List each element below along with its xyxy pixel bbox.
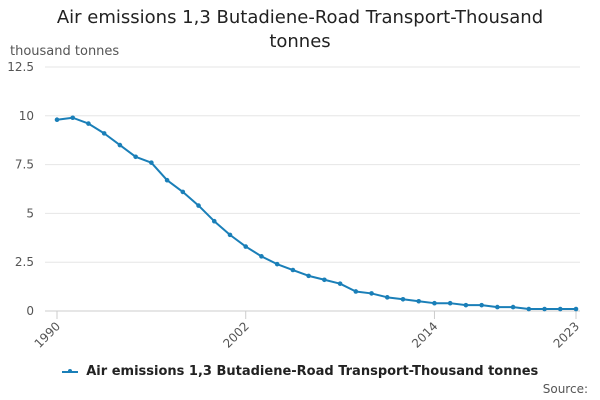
data-point[interactable] xyxy=(54,117,60,123)
x-axis: 1990 2002 2014 2023 xyxy=(32,311,582,351)
data-point[interactable] xyxy=(447,300,453,306)
x-tick-label: 2002 xyxy=(220,319,251,350)
y-tick-label: 10 xyxy=(19,109,34,123)
y-axis-label: thousand tonnes xyxy=(10,44,120,59)
legend[interactable]: Air emissions 1,3 Butadiene-Road Transpo… xyxy=(0,364,600,379)
y-tick-label: 0 xyxy=(26,304,34,318)
series-line xyxy=(56,116,576,311)
y-tick-label: 7.5 xyxy=(15,158,34,172)
data-point[interactable] xyxy=(290,267,296,273)
data-point[interactable] xyxy=(259,254,264,259)
data-point[interactable] xyxy=(353,289,359,294)
data-point[interactable] xyxy=(149,160,154,165)
data-point[interactable] xyxy=(416,298,422,304)
data-point[interactable] xyxy=(495,304,500,310)
data-point[interactable] xyxy=(86,121,91,126)
legend-label: Air emissions 1,3 Butadiene-Road Transpo… xyxy=(86,364,539,379)
legend-swatch xyxy=(61,368,78,373)
data-point[interactable] xyxy=(306,273,311,279)
data-point[interactable] xyxy=(400,296,406,302)
source-label: Source: xyxy=(542,382,588,396)
data-point[interactable] xyxy=(211,218,217,224)
data-point[interactable] xyxy=(510,304,516,310)
data-point[interactable] xyxy=(384,295,390,300)
grid-lines xyxy=(45,66,580,312)
data-point[interactable] xyxy=(322,277,327,283)
x-tick-label: 2014 xyxy=(409,319,440,350)
y-tick-label: 2.5 xyxy=(15,255,34,269)
data-point[interactable] xyxy=(133,154,138,160)
data-point[interactable] xyxy=(337,281,343,286)
data-point[interactable] xyxy=(557,306,563,312)
y-tick-label: 12.5 xyxy=(7,60,34,74)
data-point[interactable] xyxy=(164,177,170,183)
data-point[interactable] xyxy=(70,115,76,121)
data-point[interactable] xyxy=(196,203,201,208)
data-point[interactable] xyxy=(573,306,579,312)
data-point[interactable] xyxy=(542,306,547,312)
data-point[interactable] xyxy=(526,306,532,312)
series-group xyxy=(54,115,579,312)
data-point[interactable] xyxy=(227,232,233,238)
chart-title: Air emissions 1,3 Butadiene-Road Transpo… xyxy=(56,7,544,52)
data-point[interactable] xyxy=(101,131,107,136)
x-tick-label: 1990 xyxy=(32,319,63,350)
data-point[interactable] xyxy=(180,189,186,195)
data-point[interactable] xyxy=(243,244,249,249)
data-point[interactable] xyxy=(369,291,374,296)
y-tick-label: 5 xyxy=(26,206,34,220)
x-tick-label: 2023 xyxy=(551,319,582,350)
data-point[interactable] xyxy=(274,261,280,267)
data-point[interactable] xyxy=(479,302,484,308)
data-point[interactable] xyxy=(463,302,469,308)
y-axis-ticks: 0 2.5 5 7.5 10 12.5 xyxy=(7,60,34,318)
data-point[interactable] xyxy=(432,300,437,306)
data-point[interactable] xyxy=(117,142,123,148)
